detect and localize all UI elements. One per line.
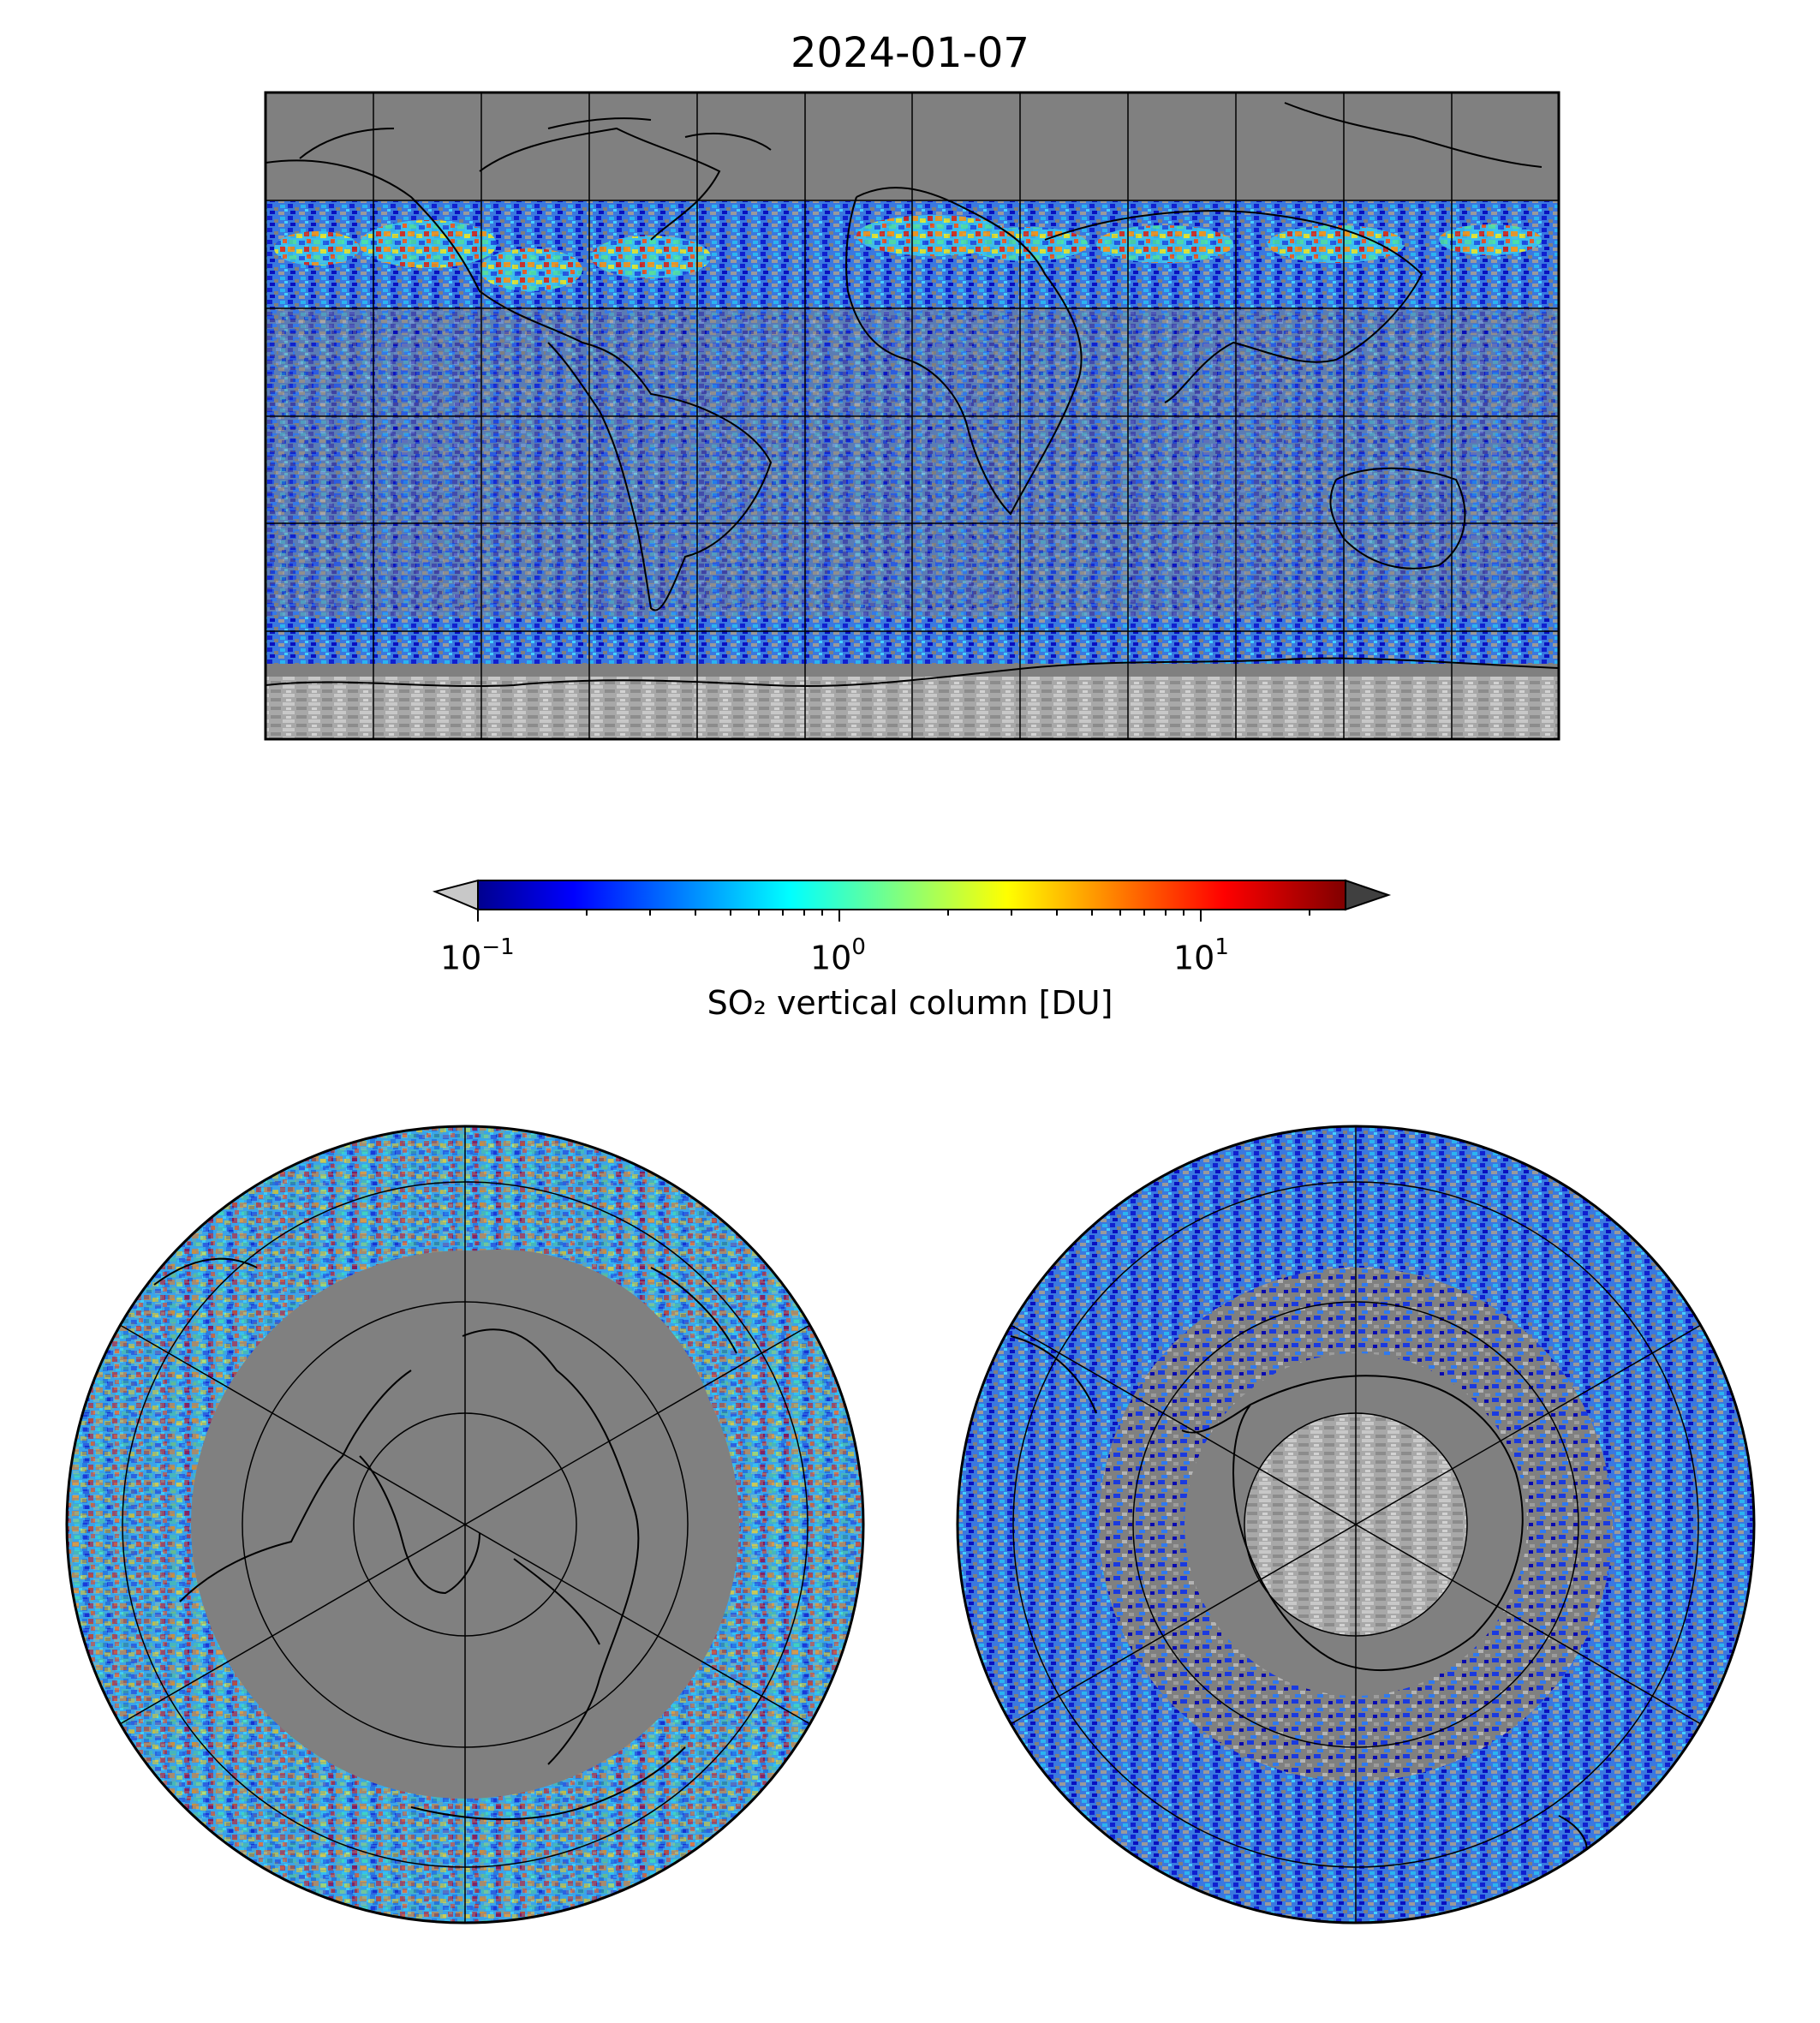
colorbar-tick-label: 100 — [810, 934, 866, 977]
colorbar-over-extension — [1345, 879, 1392, 911]
south-polar-map — [956, 1125, 1756, 1925]
colorbar-tick-label: 101 — [1173, 934, 1229, 977]
north-polar-land — [228, 1250, 719, 1757]
global-coastlines — [266, 102, 1559, 688]
global-map — [264, 91, 1560, 741]
global-high-so2-band — [274, 215, 1542, 291]
colorbar-gradient — [478, 880, 1346, 910]
global-gridlines — [266, 92, 1559, 739]
colorbar-under-extension — [432, 879, 479, 911]
north-polar-map — [65, 1125, 865, 1925]
global-map-frame — [264, 91, 1560, 741]
colorbar-ticks — [477, 910, 1310, 922]
colorbar-tick-label: 10−1 — [440, 934, 515, 977]
south-polar-frame — [956, 1125, 1756, 1925]
north-polar-coastlines — [153, 1257, 737, 1821]
north-polar-gridlines — [119, 1126, 811, 1923]
colorbar — [432, 879, 1392, 922]
colorbar-label: SO₂ vertical column [DU] — [707, 984, 1113, 1022]
north-polar-frame — [65, 1125, 865, 1925]
south-polar-gridlines — [1010, 1126, 1702, 1923]
figure-title: 2024-01-07 — [791, 29, 1029, 77]
